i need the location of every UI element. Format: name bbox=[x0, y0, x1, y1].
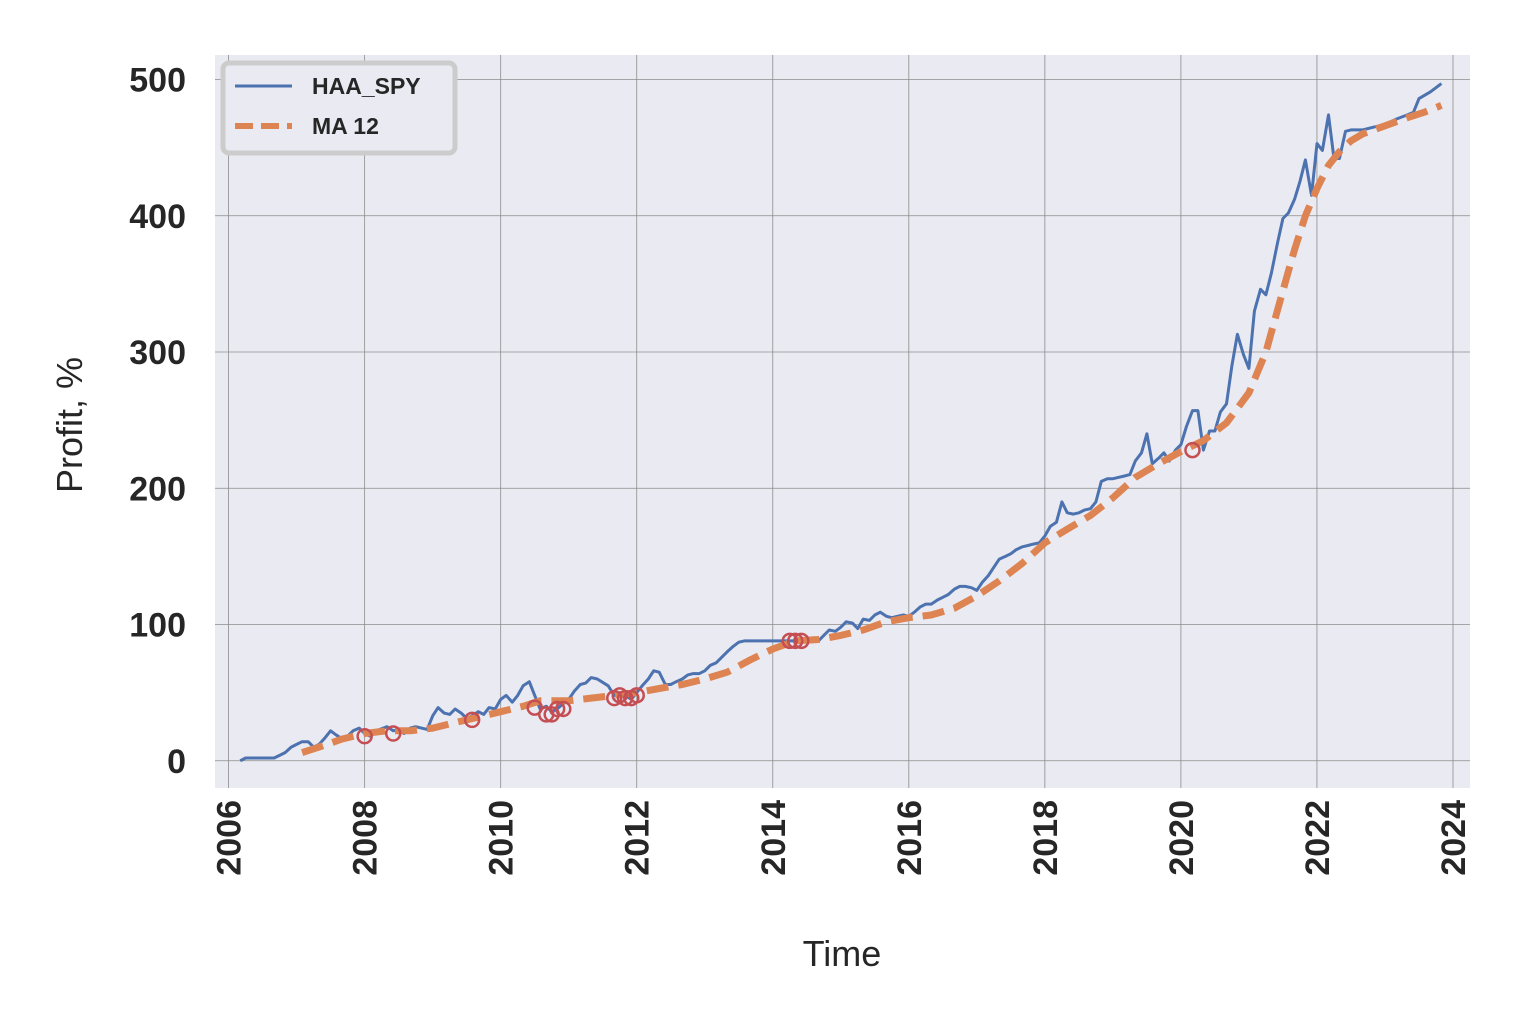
signal-marker bbox=[555, 700, 572, 718]
legend-ma12-label: MA 12 bbox=[312, 113, 379, 139]
signal-marker bbox=[463, 711, 481, 729]
y-tick-label: 500 bbox=[129, 62, 186, 100]
signal-marker bbox=[548, 700, 566, 718]
series-line-ma12 bbox=[301, 102, 1443, 756]
signal-marker bbox=[384, 725, 402, 742]
marker-layer bbox=[356, 441, 1201, 745]
signal-marker bbox=[786, 632, 804, 650]
series-layer bbox=[239, 82, 1443, 763]
y-tick-label: 100 bbox=[129, 607, 186, 645]
x-tick-label: 2014 bbox=[755, 800, 793, 876]
legend: HAA_SPY MA 12 bbox=[220, 60, 458, 156]
x-tick-labels: 2006 2008 2010 2012 2014 2016 2018 2020 2022 2024 bbox=[211, 800, 1473, 876]
signal-marker bbox=[793, 632, 810, 650]
x-tick-label: 2006 bbox=[211, 800, 249, 876]
x-tick-label: 2018 bbox=[1027, 800, 1065, 876]
y-tick-label: 400 bbox=[129, 198, 186, 236]
plot-background bbox=[215, 55, 1470, 788]
x-tick-label: 2012 bbox=[619, 800, 657, 876]
y-tick-label: 300 bbox=[129, 334, 186, 372]
x-tick-label: 2010 bbox=[483, 800, 521, 876]
signal-marker bbox=[781, 632, 799, 650]
x-tick-label: 2022 bbox=[1299, 800, 1337, 876]
signal-marker bbox=[628, 687, 645, 704]
legend-haa-spy-label: HAA_SPY bbox=[312, 73, 421, 99]
x-tick-label: 2016 bbox=[891, 800, 929, 876]
x-axis-label: Time bbox=[803, 933, 882, 974]
y-tick-label: 200 bbox=[129, 470, 186, 508]
signal-marker bbox=[356, 727, 373, 745]
x-tick-label: 2008 bbox=[347, 800, 385, 876]
y-axis-label: Profit, % bbox=[49, 357, 90, 493]
y-tick-labels: 0 100 200 300 400 500 bbox=[129, 62, 186, 781]
signal-marker bbox=[1184, 441, 1201, 459]
series-line-haa-spy bbox=[239, 82, 1443, 763]
x-tick-label: 2024 bbox=[1435, 800, 1473, 876]
y-tick-label: 0 bbox=[167, 743, 186, 781]
x-tick-label: 2020 bbox=[1163, 800, 1201, 876]
signal-marker bbox=[616, 689, 634, 707]
